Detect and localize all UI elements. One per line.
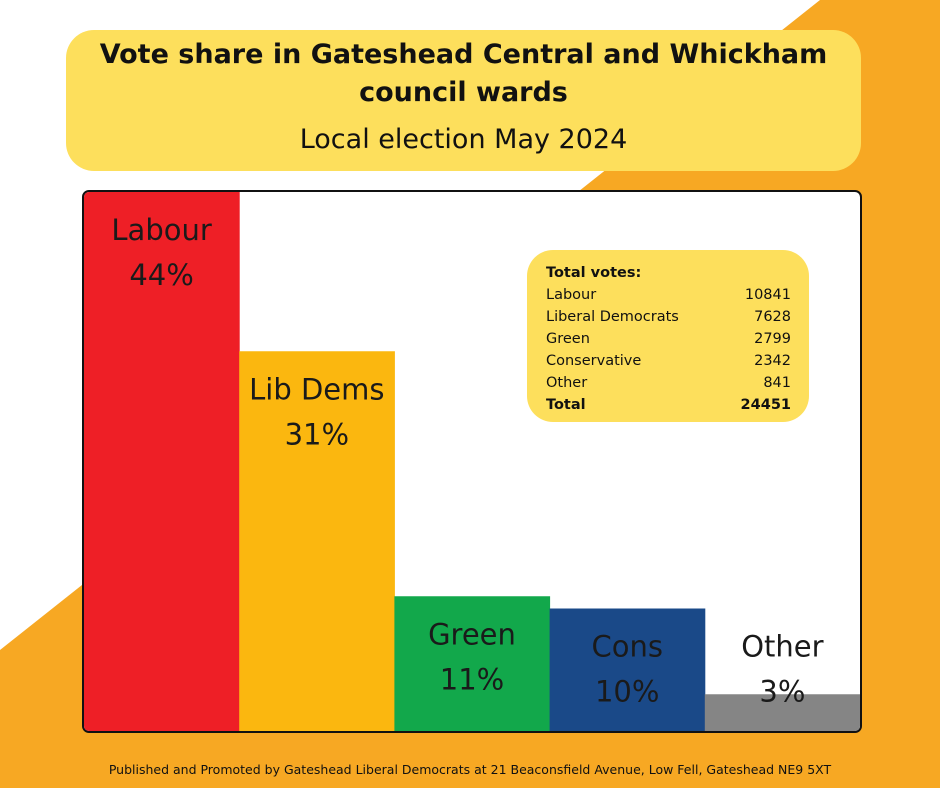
- totals-row-total: Total 24451: [546, 394, 791, 416]
- total-votes-box: Total votes: Labour 10841 Liberal Democr…: [527, 250, 809, 422]
- bar-chart: Labour 44% Lib Dems 31% Green 11% Cons 10% Other…: [84, 192, 860, 731]
- totals-value: 10841: [744, 287, 791, 303]
- bar-green: [394, 596, 551, 731]
- totals-value: 841: [763, 375, 791, 391]
- chart-panel: Labour 44% Lib Dems 31% Green 11% Cons 10% Other…: [82, 190, 862, 733]
- totals-label: Conservative: [546, 353, 642, 369]
- totals-value: 7628: [754, 309, 791, 325]
- total-votes-title: Total votes:: [546, 265, 642, 281]
- totals-label: Green: [546, 331, 590, 347]
- bar-value-label: 10%: [595, 675, 659, 709]
- bar-value-label: 31%: [285, 417, 349, 451]
- bar-category-label: Cons: [591, 630, 662, 664]
- totals-row-liberal-democrats: Liberal Democrats 7628: [546, 306, 791, 328]
- totals-label: Liberal Democrats: [546, 309, 679, 325]
- totals-label: Other: [546, 375, 588, 391]
- bar-value-label: 3%: [759, 674, 805, 708]
- totals-row-labour: Labour 10841: [546, 284, 791, 306]
- bar-value-label: 11%: [440, 662, 504, 696]
- bar-labour: [84, 192, 240, 731]
- bar-cons: [549, 608, 706, 731]
- bar-category-label: Other: [741, 629, 823, 663]
- totals-row-other: Other 841: [546, 372, 791, 394]
- totals-row-green: Green 2799: [546, 328, 791, 350]
- chart-title: Vote share in Gateshead Central and Whic…: [99, 39, 828, 108]
- totals-value: 2799: [754, 331, 791, 347]
- bar-lib-dems: [239, 351, 395, 731]
- totals-label: Total: [546, 397, 586, 413]
- bar-category-label: Lib Dems: [249, 372, 384, 406]
- bar-category-label: Labour: [111, 213, 211, 247]
- imprint-footer: Published and Promoted by Gateshead Libe…: [108, 762, 832, 777]
- chart-subtitle: Local election May 2024: [299, 124, 628, 155]
- bar-category-label: Green: [428, 617, 516, 651]
- totals-value: 2342: [754, 353, 791, 369]
- totals-label: Labour: [546, 287, 597, 303]
- totals-row-conservative: Conservative 2342: [546, 350, 791, 372]
- totals-value: 24451: [740, 397, 791, 413]
- bar-other: [704, 694, 860, 731]
- title-banner: Vote share in Gateshead Central and Whic…: [66, 30, 861, 171]
- bar-value-label: 44%: [129, 258, 193, 292]
